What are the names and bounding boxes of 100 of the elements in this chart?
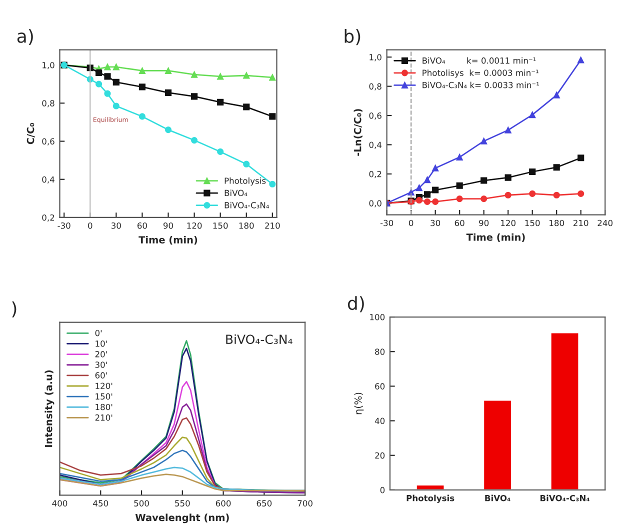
x-tick-label: 600 [216,500,231,506]
chart-title: b) [344,29,360,46]
y-axis-title: η(%) [354,392,364,414]
point [456,182,463,189]
x-axis-title: Time (min) [138,236,198,245]
point [138,67,146,74]
x-tick-label: 30 [430,220,440,226]
bar [416,484,446,490]
legend-label: 30' [95,362,107,368]
point [269,74,276,81]
chart-title: ) [12,301,16,318]
point [504,192,512,198]
point [104,90,111,97]
point [243,160,250,168]
y-tick-label: 20 [375,452,385,459]
annotation: BiVO₄-C₃N₄ [226,334,292,344]
x-tick-label: 180 [239,222,254,229]
point [191,93,198,100]
point [112,64,120,70]
legend-label: Photolisys k= 0.0003 min⁻¹ [422,70,538,78]
x-tick-label: -30 [58,222,70,229]
y-axis-title: -Ln(C/C₀) [354,109,362,156]
bar [550,332,580,490]
point [424,198,431,205]
x-tick-label: 210 [574,220,588,226]
point [480,177,488,184]
point [191,136,198,144]
x-tick-label: 450 [93,500,108,506]
point [424,176,431,184]
x-tick-label: 550 [175,500,190,506]
x-tick-label: 500 [134,500,149,506]
y-axis-title: C/C₀ [26,122,35,144]
legend-label: 0' [95,330,102,336]
y-tick-label: 1,0 [42,62,54,70]
x-tick-label: 60 [454,220,464,226]
point [529,168,536,176]
y-tick-label: 40 [374,418,385,424]
x-tick-label: 90 [163,222,174,229]
legend-label: 20' [95,351,107,358]
x-tick-label: 120 [187,222,202,229]
chart-title: a) [17,28,33,46]
point [578,154,584,162]
y-tick-label: 0,4 [42,176,54,184]
x-tick-label: Photolysis [406,494,454,503]
point [529,111,536,118]
x-tick-label: 150 [213,222,228,229]
legend-label: BiVO₄ [224,190,248,196]
point [480,195,488,202]
point [432,186,439,194]
x-tick-label: BiVO₄-C₃N₄ [540,494,590,502]
x-tick-label: BiVO₄ [485,494,510,502]
point [553,164,560,171]
point [243,104,250,110]
point [529,190,536,197]
legend-label: BiVO₄-C₃N₄ k= 0.0033 min⁻¹ [422,82,539,88]
point [269,180,276,188]
point [553,92,560,98]
y-tick-label: 100 [370,314,385,320]
chart-title: d) [348,296,364,312]
y-tick-label: 0,2 [42,214,54,222]
x-axis-title: Time (min) [466,233,525,242]
y-tick-label: 0,6 [42,138,54,146]
point [112,102,120,110]
x-tick-label: 210 [265,222,280,229]
point [424,191,431,198]
point [269,113,276,120]
x-axis-title: Wavelenght (nm) [135,514,229,524]
y-tick-label: 0,0 [369,200,382,208]
bar [482,399,512,490]
y-tick-label: 0,8 [42,100,54,108]
legend-label: BiVO₄ k= 0.0011 min⁻¹ [422,57,536,64]
legend-label: 120' [96,382,112,390]
x-tick-label: 150 [525,220,540,226]
point [217,98,224,106]
y-tick-label: 0,6 [369,112,382,120]
x-tick-label: 180 [550,220,564,226]
point [416,196,422,204]
point [217,73,224,80]
point [456,154,463,160]
point [578,190,584,197]
point [191,71,198,78]
y-tick-label: 1,0 [370,54,382,62]
x-tick-label: 60 [137,222,147,229]
point [112,78,120,86]
point [504,174,512,181]
point [432,198,439,205]
point [578,56,584,64]
x-tick-label: 0 [408,220,414,226]
x-tick-label: 400 [52,500,68,506]
point [164,67,172,74]
point [432,164,439,172]
y-tick-label: 0,2 [369,170,382,178]
legend-label: 60' [95,372,107,378]
y-axis-title: Intensity (a.u) [44,370,54,447]
x-tick-label: 700 [298,500,312,506]
legend-label: 10' [96,340,107,347]
x-tick-label: 120 [501,220,516,226]
legend-label: Photolysis [224,177,266,186]
point [164,126,172,134]
legend-label: 180' [96,404,112,410]
